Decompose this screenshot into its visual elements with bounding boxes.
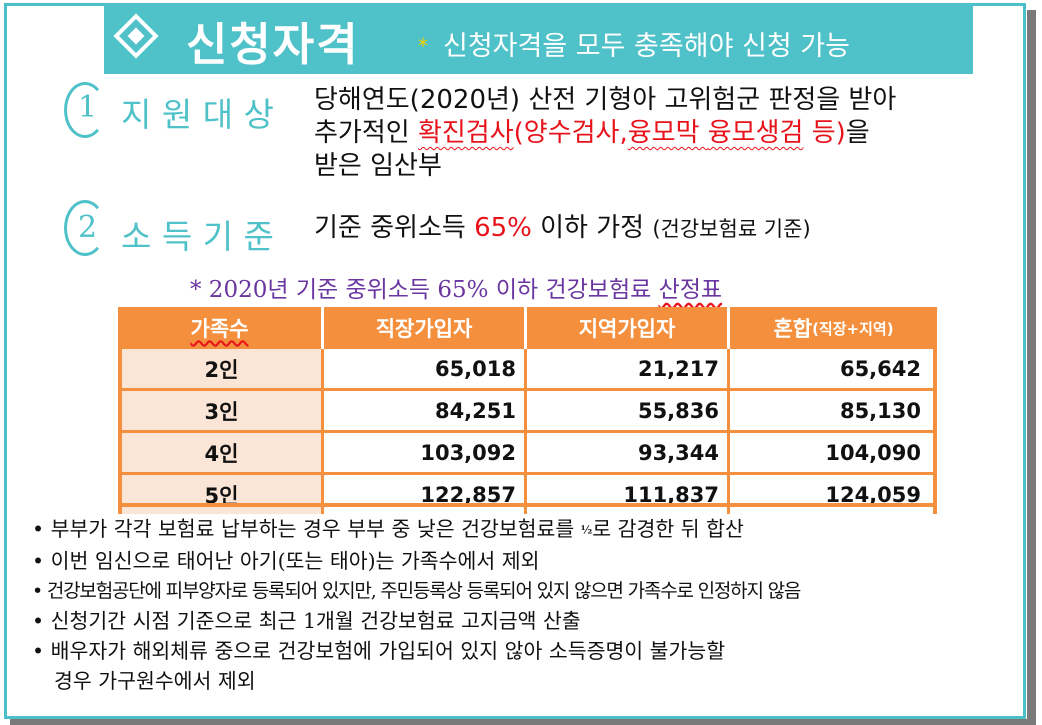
list-item: • 신청기간 시점 기준으로 최근 1개월 건강보험료 고지금액 산출 [32, 608, 581, 633]
section-1-text: 당해연도(2020년) 산전 기형아 고위험군 판정을 받아 추가적인 확진검사… [314, 84, 896, 183]
section-1-line2: 추가적인 확진검사(양수검사,융모막 융모생검 등)을 [314, 118, 870, 148]
frame-shadow-right [1027, 10, 1036, 722]
page-title: 신청자격 [186, 18, 360, 71]
diamond-icon [113, 13, 159, 59]
section-1-circle [64, 82, 106, 138]
frame-shadow-bottom [10, 719, 1036, 725]
table-title: * 2020년 기준 중위소득 65% 이하 건강보험료 산정표 [190, 277, 723, 303]
list-item: • 배우자가 해외체류 중으로 건강보험에 가입되어 있지 않아 소득증명이 불… [32, 638, 726, 663]
title-banner [104, 4, 973, 74]
table-row: 3인 84,251 55,836 85,130 [118, 391, 937, 430]
section-1-line1: 당해연도(2020년) 산전 기형아 고위험군 판정을 받아 [314, 85, 897, 115]
table-header-regional: 지역가입자 [524, 307, 727, 349]
section-2-circle [64, 200, 106, 256]
list-item: • 이번 임신으로 태어난 아기(또는 태아)는 가족수에서 제외 [32, 548, 540, 573]
section-1-label: 지 원 대 상 [121, 95, 274, 134]
list-item: • 건강보험공단에 피부양자로 등록되어 있지만, 주민등록상 등록되어 있지 … [32, 579, 801, 602]
notes-list: • 부부가 각각 보험료 납부하는 경우 부부 중 낮은 건강보험료를 ½로 감… [32, 514, 801, 696]
list-item: • 부부가 각각 보험료 납부하는 경우 부부 중 낮은 건강보험료를 ½로 감… [32, 517, 744, 541]
table-header-mixed: 혼합 (직장+지역) [727, 307, 937, 349]
section-1-number: 1 [78, 90, 98, 125]
section-2-text: 기준 중위소득 65% 이하 가정 (건강보험료 기준) [314, 213, 811, 243]
asterisk-icon: * [418, 34, 428, 58]
section-1-line3: 받은 임산부 [314, 151, 442, 181]
table-row: 4인 103,092 93,344 104,090 [118, 433, 937, 472]
section-2-number: 2 [78, 210, 98, 245]
table-header-family: 가족수 [118, 307, 321, 349]
table-row: 5인 122,857 111,837 124,059 [118, 475, 937, 514]
section-2-label: 소 득 기 준 [121, 217, 274, 256]
table-row: 2인 65,018 21,217 65,642 [118, 349, 937, 388]
table-header-workplace: 직장가입자 [321, 307, 524, 349]
list-item-continuation: 경우 가구원수에서 제외 [54, 668, 256, 693]
premium-table: 가족수 직장가입자 지역가입자 혼합 (직장+지역) 2인 65,018 21,2… [118, 307, 937, 514]
page-subtitle: 신청자격을 모두 충족해야 신청 가능 [443, 31, 850, 62]
